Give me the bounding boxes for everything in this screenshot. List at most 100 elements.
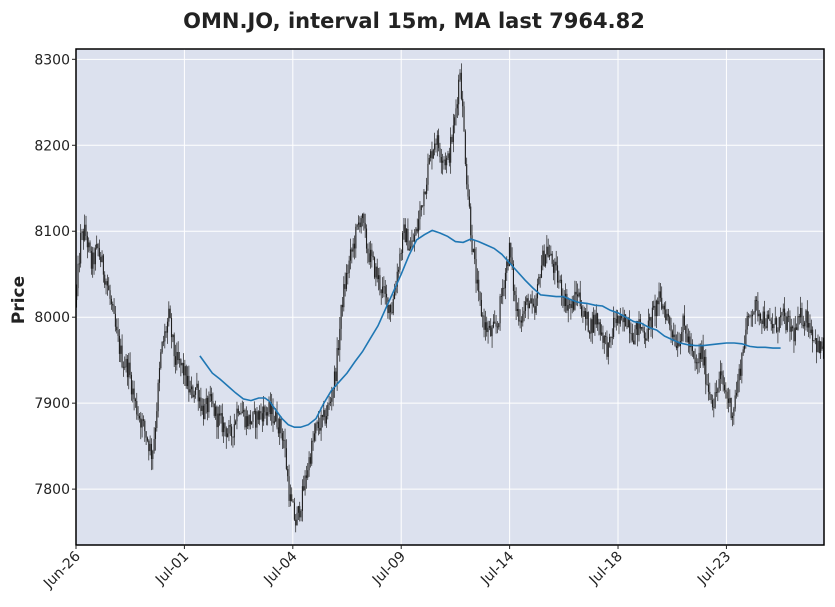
plot-frame	[75, 48, 825, 546]
candle-body	[809, 323, 811, 333]
candle-body	[376, 266, 378, 280]
candle-body	[173, 334, 175, 357]
candle-body	[484, 322, 486, 330]
candle-body	[643, 331, 645, 339]
candle-body	[106, 281, 108, 286]
candle-body	[526, 298, 528, 302]
candle-body	[98, 247, 100, 257]
candle-body	[158, 368, 161, 383]
candle-body	[402, 232, 404, 253]
candle-body	[396, 271, 398, 287]
candle-body	[418, 219, 420, 232]
x-axis-ticks: Jun-26 Jul-01 Jul-04 Jul-09 Jul-14 Jul-18 Jul-…	[40, 545, 734, 592]
candle-body	[462, 98, 464, 107]
candle-body	[543, 250, 545, 266]
candle-body	[232, 436, 234, 438]
candle-body	[559, 279, 561, 282]
candle-body	[514, 290, 516, 296]
candle-body	[694, 357, 696, 364]
candle-body	[602, 332, 604, 343]
candle-body	[372, 255, 374, 258]
candle-body	[150, 443, 153, 460]
candle-body	[130, 374, 132, 395]
candle-body	[590, 319, 592, 334]
candle-body	[328, 402, 330, 405]
candle-body	[725, 390, 727, 392]
candle-body	[589, 331, 591, 334]
candle-body	[705, 356, 707, 385]
candle-body	[204, 403, 206, 420]
candle-body	[181, 362, 183, 366]
candle-body	[244, 410, 246, 428]
candle-body	[618, 315, 620, 324]
candle-body	[161, 341, 163, 353]
candle-body	[460, 72, 462, 99]
candle-body	[224, 422, 226, 429]
candle-body	[597, 313, 599, 325]
candle-body	[186, 375, 189, 387]
candle-body	[729, 397, 731, 403]
candle-body	[772, 324, 774, 329]
candle-body	[583, 310, 585, 317]
candle-body	[500, 296, 502, 298]
candle-body	[726, 391, 728, 399]
candle-body	[357, 222, 360, 225]
candle-body	[761, 320, 763, 324]
candle-body	[141, 419, 143, 428]
candle-body	[323, 410, 325, 417]
candle-body	[200, 397, 202, 411]
candle-body	[220, 413, 222, 416]
y-tick-label: 8100	[34, 224, 70, 240]
candle-body	[105, 281, 107, 285]
candle-body	[185, 366, 187, 387]
candle-body	[492, 321, 494, 328]
candle-body	[741, 353, 743, 376]
candle-body	[311, 440, 313, 464]
candle-body	[312, 440, 314, 442]
candle-body	[586, 312, 588, 319]
candle-body	[217, 413, 219, 428]
candle-body	[655, 300, 657, 317]
candle-body	[714, 392, 716, 408]
candle-body	[530, 298, 532, 304]
candle-body	[172, 334, 174, 338]
candle-body	[552, 263, 555, 273]
candle-body	[591, 319, 593, 333]
candle-body	[188, 375, 190, 393]
candle-body	[531, 298, 533, 304]
candle-body	[621, 316, 623, 319]
candle-body	[504, 272, 506, 289]
candle-body	[137, 414, 139, 416]
candle-body	[284, 439, 286, 449]
candle-body	[518, 308, 520, 322]
candle-body	[595, 313, 597, 325]
candle-body	[625, 314, 627, 326]
candle-body	[548, 255, 551, 257]
candle-body	[774, 318, 776, 324]
candle-body	[801, 308, 803, 325]
candle-body	[540, 265, 543, 278]
candle-body	[454, 117, 456, 126]
candle-body	[280, 418, 282, 434]
candle-body	[585, 310, 587, 319]
candle-body	[273, 421, 275, 424]
candle-body	[82, 231, 84, 241]
candle-body	[603, 336, 605, 343]
candle-body	[647, 320, 649, 339]
candle-body	[560, 279, 563, 298]
candle-body	[800, 308, 802, 318]
candle-body	[442, 160, 444, 163]
candle-body	[112, 303, 114, 306]
candle-body	[93, 252, 95, 265]
candle-body	[96, 243, 98, 249]
candle-body	[300, 510, 302, 518]
candle-body	[770, 320, 772, 325]
candle-body	[377, 275, 380, 280]
candle-body	[388, 305, 390, 314]
candle-body	[629, 319, 631, 334]
candle-body	[781, 312, 783, 316]
candle-body	[255, 411, 257, 428]
candle-body	[468, 196, 470, 207]
candle-body	[555, 261, 557, 266]
